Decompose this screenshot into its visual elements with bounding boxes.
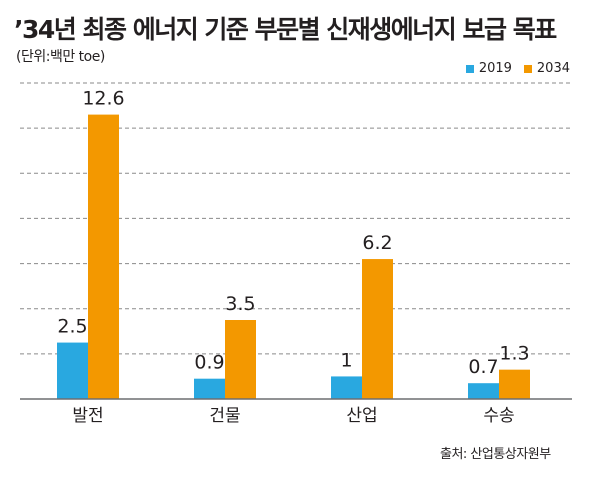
bar-2019 [331, 376, 362, 399]
bar-2019 [194, 378, 225, 399]
bar-2034 [362, 259, 393, 399]
legend-swatch-2034 [523, 64, 532, 73]
data-label-2034: 1.3 [499, 343, 529, 365]
category-label: 산업 [346, 406, 377, 426]
source-note: 출처: 산업통상자원부 [440, 447, 551, 462]
data-label-2034: 6.2 [362, 232, 392, 254]
data-label-2019: 0.7 [468, 356, 498, 378]
unit-label: (단위:백만 toe) [16, 49, 105, 65]
category-label: 수송 [483, 406, 514, 426]
data-label-2019: 2.5 [57, 316, 87, 338]
legend-label-2019: 2019 [478, 61, 512, 76]
legend: 2019 2034 [465, 61, 570, 76]
bar-2034 [499, 369, 530, 399]
category-label: 발전 [72, 406, 103, 426]
bar-2019 [468, 383, 499, 399]
bar-2034 [225, 320, 256, 399]
data-label-2019: 0.9 [194, 352, 224, 374]
data-label-2034: 12.6 [82, 88, 124, 110]
legend-label-2034: 2034 [536, 61, 570, 76]
category-label: 건물 [209, 406, 240, 426]
legend-item-2019: 2019 [465, 61, 512, 76]
chart-title: ’34년 최종 에너지 기준 부문별 신재생에너지 보급 목표 [14, 15, 557, 44]
legend-swatch-2019 [465, 64, 474, 73]
data-label-2034: 3.5 [225, 293, 255, 315]
bar-2034 [88, 114, 119, 399]
data-label-2019: 1 [340, 349, 352, 371]
bar-2019 [57, 342, 88, 399]
legend-item-2034: 2034 [523, 61, 570, 76]
